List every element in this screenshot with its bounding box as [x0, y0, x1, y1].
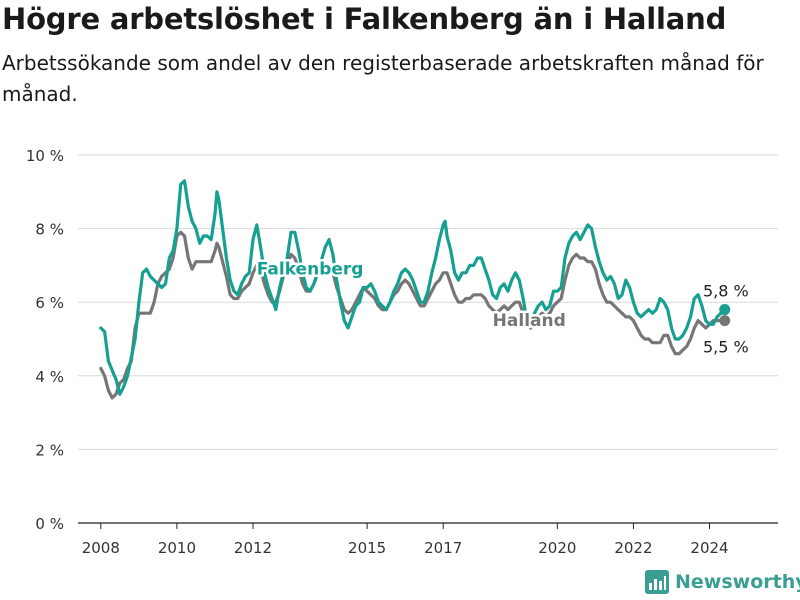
bar-chart-logo-icon: [645, 570, 669, 594]
x-tick-label: 2008: [82, 539, 120, 557]
series-line-falkenberg: [99, 179, 727, 396]
y-tick-label: 10 %: [26, 147, 64, 165]
y-tick-label: 6 %: [35, 294, 64, 312]
x-tick-label: 2012: [234, 539, 272, 557]
brand-logo: Newsworthy: [645, 570, 800, 594]
end-point-falkenberg: [719, 304, 731, 316]
series-line-halland: [99, 230, 727, 400]
x-tick-label: 2022: [614, 539, 652, 557]
brand-name: Newsworthy: [675, 571, 800, 593]
end-value-label-falkenberg: 5,8 %: [703, 282, 749, 301]
series-label-falkenberg: Falkenberg: [257, 260, 364, 280]
x-tick-label: 2017: [424, 539, 462, 557]
end-point-halland: [719, 315, 731, 327]
x-tick-label: 2015: [348, 539, 386, 557]
chart-subtitle: Arbetssökande som andel av den registerb…: [2, 51, 764, 106]
end-value-label-halland: 5,5 %: [703, 338, 749, 357]
x-tick-label: 2010: [158, 539, 196, 557]
chart-title: Högre arbetslöshet i Falkenberg än i Hal…: [2, 2, 727, 36]
x-tick-label: 2020: [538, 539, 576, 557]
y-tick-label: 2 %: [35, 441, 64, 459]
x-tick-label: 2024: [690, 539, 728, 557]
y-tick-label: 0 %: [35, 515, 64, 533]
y-tick-label: 8 %: [35, 221, 64, 239]
series-label-halland: Halland: [493, 311, 566, 331]
y-tick-label: 4 %: [35, 368, 64, 386]
